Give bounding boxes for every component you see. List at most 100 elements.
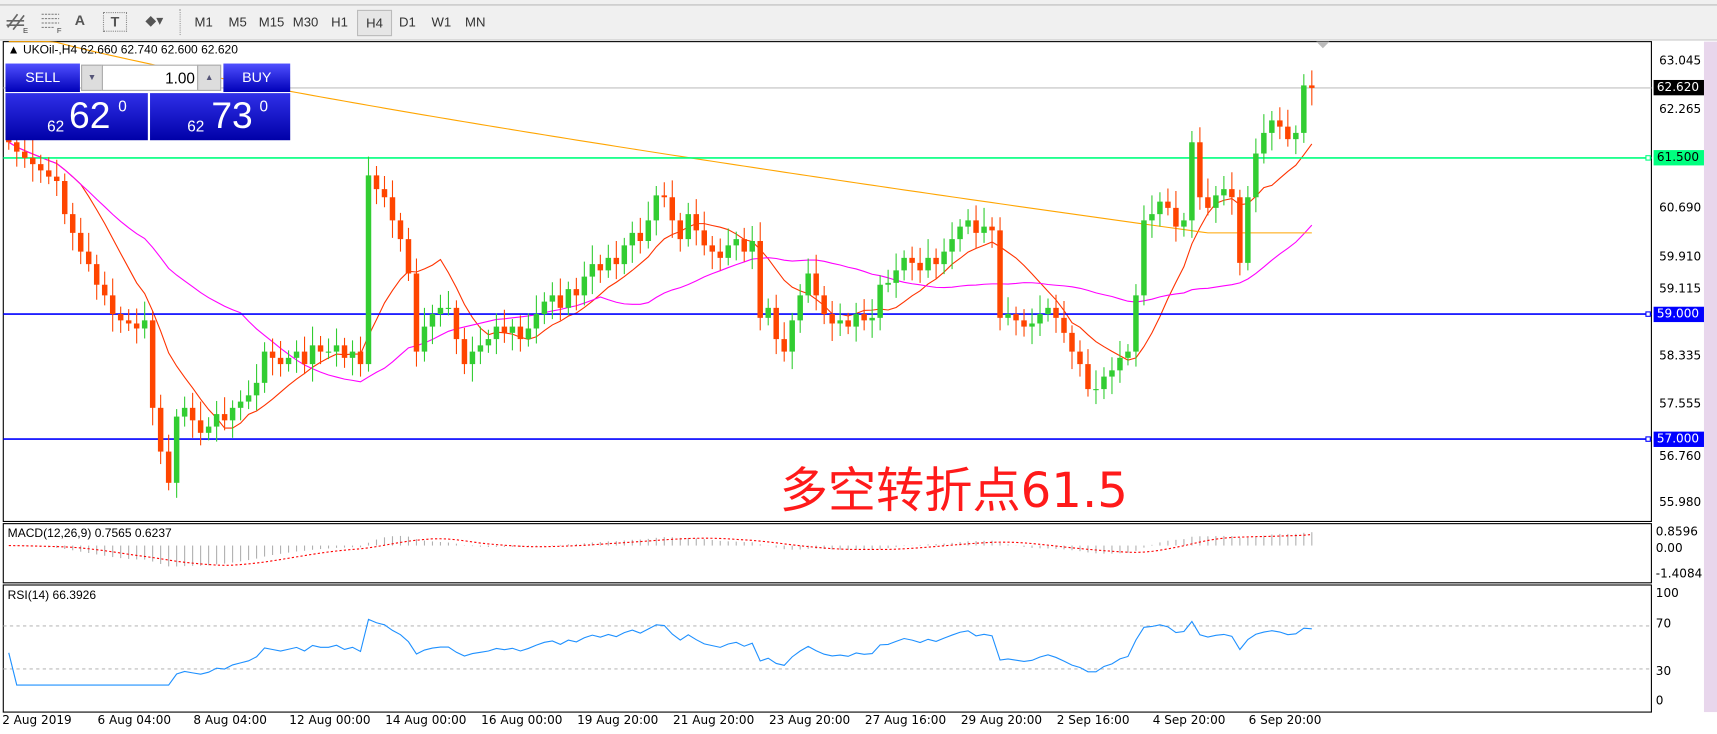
timeframe-h1[interactable]: H1: [331, 14, 348, 30]
volume-input[interactable]: 1.00: [101, 64, 199, 91]
price-tick: 59.115: [1659, 281, 1702, 296]
candle-body: [341, 345, 348, 358]
candle-body: [781, 339, 787, 352]
candle-body: [1085, 364, 1091, 390]
candle-body: [253, 382, 260, 396]
timeframe-h4[interactable]: H4: [357, 9, 393, 37]
timeframe-d1[interactable]: D1: [398, 14, 416, 30]
candle-body: [813, 273, 819, 296]
fibonacci-icon[interactable]: F: [37, 10, 65, 35]
line-studies-icon[interactable]: E: [4, 10, 32, 35]
sell-price-sup: 0: [118, 97, 127, 116]
chart-annotation[interactable]: 多空转折点61.5: [779, 463, 1128, 520]
candle-body: [1061, 317, 1067, 333]
candle-body: [965, 220, 971, 227]
candle-body: [69, 214, 76, 233]
candle-body: [221, 414, 228, 421]
candle-body: [405, 239, 412, 274]
candle-body: [93, 264, 100, 285]
candle-body: [469, 351, 476, 365]
timeframe-m5[interactable]: M5: [228, 14, 247, 30]
timeframe-m15[interactable]: M15: [258, 14, 285, 30]
candle-body: [573, 289, 580, 296]
candle-body: [629, 232, 636, 246]
candle-body: [533, 314, 540, 329]
candle-body: [949, 239, 955, 252]
buy-price-button[interactable]: 62 73 0: [150, 93, 291, 141]
candle-body: [789, 320, 795, 352]
level-handle: [1645, 311, 1651, 317]
candle-body: [285, 357, 292, 365]
candle-body: [645, 220, 652, 241]
text-icon[interactable]: A: [74, 12, 86, 29]
candle-body: [853, 314, 859, 327]
candle-body: [885, 282, 891, 285]
candle-body: [893, 270, 899, 283]
candle-body: [605, 257, 612, 271]
candle-body: [1005, 314, 1011, 318]
buy-button[interactable]: BUY: [223, 63, 291, 93]
buy-price-sup: 0: [259, 97, 269, 116]
timeframe-m30[interactable]: M30: [292, 14, 319, 30]
candle-body: [653, 195, 660, 221]
level-tag: 59.000: [1653, 306, 1708, 322]
rsi-tick: 100: [1655, 586, 1679, 601]
candle-body: [565, 289, 572, 308]
candle-body: [1125, 351, 1131, 358]
candle-body: [701, 230, 707, 246]
time-tick: 23 Aug 20:00: [768, 713, 851, 728]
candle-body: [1245, 197, 1251, 263]
candle-body: [1053, 307, 1059, 318]
price-tick: 58.335: [1659, 347, 1702, 363]
sell-button[interactable]: SELL: [5, 63, 80, 93]
candle-body: [973, 220, 979, 233]
candle-body: [101, 284, 108, 296]
candle-body: [1205, 197, 1211, 208]
candle-body: [821, 295, 827, 315]
candle-body: [141, 320, 148, 329]
buy-price-big: 73: [211, 95, 253, 137]
text-label-icon[interactable]: T: [102, 12, 128, 32]
candle-body: [725, 245, 731, 258]
candle-body: [877, 284, 883, 318]
candle-body: [525, 328, 532, 340]
macd-tick: 0.8596: [1655, 524, 1698, 539]
candle-body: [1301, 85, 1307, 133]
candle-body: [829, 314, 835, 324]
volume-decrease-button[interactable]: ▼: [81, 64, 103, 91]
candle-body: [1309, 85, 1315, 88]
candle-body: [1037, 314, 1043, 324]
candle-body: [861, 314, 867, 321]
candle-body: [485, 339, 492, 346]
sell-price-button[interactable]: 62 62 0: [5, 93, 148, 141]
candle-body: [1045, 307, 1051, 315]
time-tick: 4 Sep 20:00: [1152, 713, 1226, 728]
volume-increase-button[interactable]: ▲: [197, 64, 222, 91]
arrows-icon[interactable]: ◆▾: [145, 12, 164, 29]
timeframe-w1[interactable]: W1: [431, 14, 452, 30]
candle-body: [685, 214, 692, 240]
candle-body: [229, 407, 236, 421]
candle-body: [1213, 195, 1219, 208]
candle-body: [493, 326, 500, 340]
rsi-tick: 30: [1655, 663, 1672, 679]
time-tick: 14 Aug 00:00: [385, 713, 467, 728]
timeframe-mn[interactable]: MN: [465, 14, 486, 30]
candle-body: [309, 345, 316, 365]
sell-price-big: 62: [68, 95, 111, 137]
candle-body: [957, 226, 963, 240]
candle-body: [85, 251, 92, 265]
candle-body: [837, 320, 843, 324]
candle-body: [477, 345, 484, 352]
candle-body: [213, 414, 220, 427]
timeframe-m1[interactable]: M1: [194, 14, 213, 30]
candle-body: [429, 314, 436, 327]
time-tick: 2 Aug 2019: [2, 713, 72, 728]
candle-body: [733, 239, 739, 246]
candle-body: [909, 257, 915, 263]
candle-body: [901, 257, 907, 271]
moving-average-line: [8, 141, 1313, 429]
candle-body: [1029, 323, 1035, 327]
candle-body: [1293, 132, 1299, 140]
